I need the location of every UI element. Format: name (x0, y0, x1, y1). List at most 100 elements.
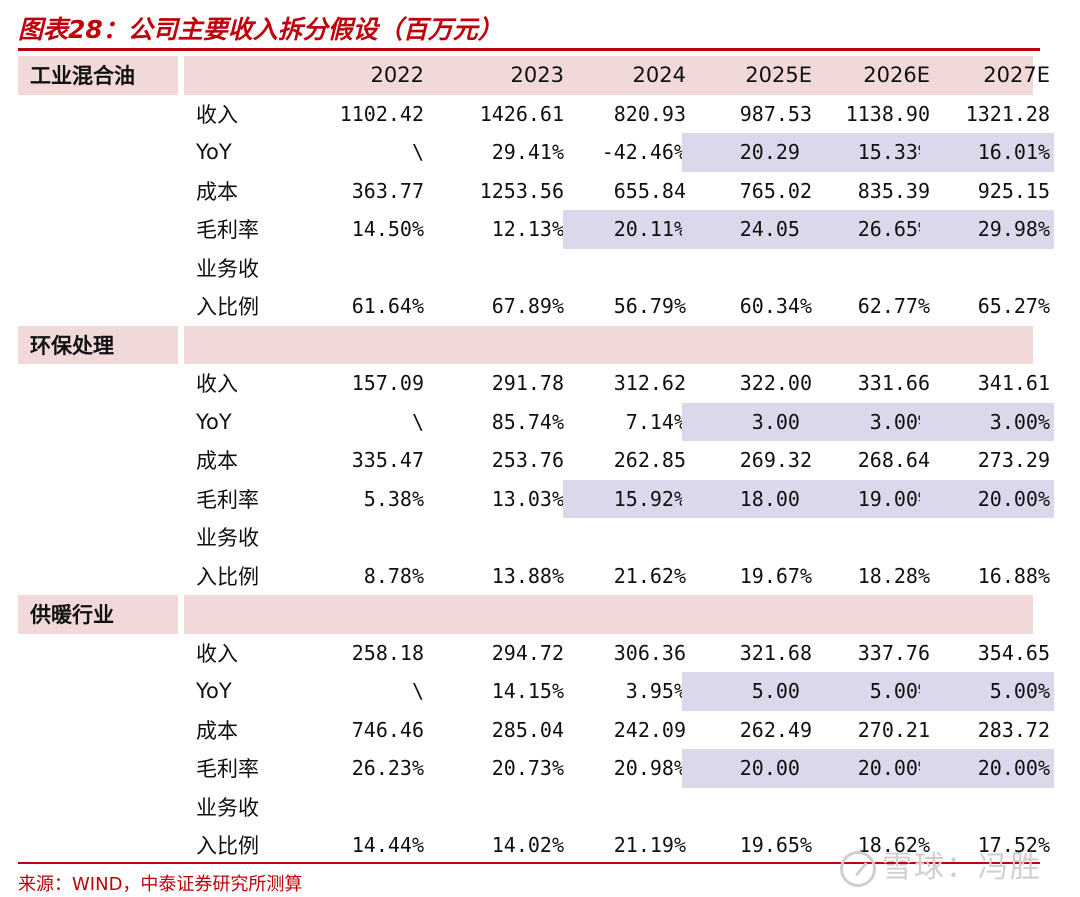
table-cell: 14.44% (351, 833, 424, 858)
table-row: 入比例 14.44% 14.02% 21.19% 19.65% 18.62% 17.52% (18, 826, 1050, 865)
table-cell (308, 518, 428, 557)
table-cell: 285.04 (491, 717, 564, 742)
year-header: 2025E (745, 63, 812, 88)
table-cell: 1138.90 (845, 101, 930, 126)
table-cell: 8.78% (363, 563, 424, 588)
table-row: 成本 363.77 1253.56 655.84 765.02 835.39 925.15 (18, 172, 1050, 211)
table-cell: 20.98% (613, 756, 686, 781)
table-cell: 363.77 (351, 178, 424, 203)
page-title: 图表28：公司主要收入拆分假设（百万元） (18, 15, 503, 44)
row-label: 业务收 (196, 526, 259, 551)
table-cell: 24.05% (682, 210, 816, 249)
table-cell: 18.00% (682, 479, 816, 518)
table-cell: 253.76 (491, 448, 564, 473)
table-cell: 335.47 (351, 448, 424, 473)
table-cell (682, 518, 816, 557)
section-name: 环保处理 (30, 333, 114, 358)
row-label: YoY (196, 409, 232, 434)
table-cell: 12.13% (491, 217, 564, 242)
row-label: 收入 (196, 641, 238, 666)
table-cell: 1102.42 (339, 101, 424, 126)
watermark-text: 雪球：冯胜 (882, 850, 1042, 885)
table-cell: 67.89% (491, 294, 564, 319)
table-cell: 19.65% (739, 833, 812, 858)
row-label: 入比例 (196, 564, 259, 589)
table-cell: 258.18 (351, 640, 424, 665)
table-cell: 20.00% (682, 749, 816, 788)
table-cell (563, 788, 690, 827)
table-cell: 835.39 (857, 178, 930, 203)
year-header: 2024 (632, 63, 686, 88)
table-cell: 337.76 (857, 640, 930, 665)
table-cell: 5.38% (363, 486, 424, 511)
row-label: 收入 (196, 372, 238, 397)
section-name: 工业混合油 (30, 64, 135, 89)
table-cell: 262.49 (739, 717, 812, 742)
revenue-breakdown-table: 工业混合油 2022 2023 2024 2025E 2026E 2027E 收入 1102.4… (18, 56, 1054, 865)
table-cell: 20.00% (920, 479, 1054, 518)
table-cell: 16.01% (920, 133, 1054, 172)
table-cell: 987.53 (739, 101, 812, 126)
table-cell: 18.28% (857, 563, 930, 588)
table-cell: 13.88% (491, 563, 564, 588)
table-cell: 29.98% (920, 210, 1054, 249)
table-cell (428, 249, 568, 288)
row-label: YoY (196, 679, 232, 704)
table-cell (308, 249, 428, 288)
table-cell: 5.00% (682, 672, 816, 711)
table-row: 入比例 8.78% 13.88% 21.62% 19.67% 18.28% 16.88% (18, 557, 1050, 596)
table-cell: \ (411, 140, 424, 165)
table-cell: 283.72 (977, 717, 1050, 742)
table-cell: 21.62% (613, 563, 686, 588)
table-cell: 15.33% (800, 133, 934, 172)
section-name: 供暖行业 (30, 603, 114, 628)
table-cell: 1321.28 (965, 101, 1050, 126)
table-row: 毛利率 26.23% 20.73% 20.98% 20.00% 20.00% 20.00% (18, 749, 1054, 788)
table-row: YoY \ 29.41% -42.46% 20.29% 15.33% 16.01% (18, 133, 1054, 172)
table-cell: \ (411, 409, 424, 434)
table-row: 业务收 (18, 518, 1040, 557)
table-cell: 321.68 (739, 640, 812, 665)
table-cell (800, 518, 934, 557)
table-cell (920, 518, 1054, 557)
table-cell: 765.02 (739, 178, 812, 203)
year-header: 2022 (370, 63, 424, 88)
table-cell: 13.03% (491, 486, 564, 511)
row-label: 毛利率 (196, 757, 259, 782)
row-label: YoY (196, 140, 232, 165)
row-label: 成本 (196, 449, 238, 474)
table-cell: 19.67% (739, 563, 812, 588)
table-cell: 1253.56 (479, 178, 564, 203)
table-cell: 14.02% (491, 833, 564, 858)
table-cell: 16.88% (977, 563, 1050, 588)
table-cell: 26.65% (800, 210, 934, 249)
source-note: 来源：WIND，中泰证券研究所测算 (18, 874, 303, 895)
table-cell: 268.64 (857, 448, 930, 473)
table-cell: 65.27% (977, 294, 1050, 319)
row-label: 业务收 (196, 795, 259, 820)
row-label: 收入 (196, 102, 238, 127)
table-cell: 14.15% (491, 679, 564, 704)
table-cell (308, 788, 428, 827)
table-cell (563, 518, 690, 557)
table-cell: 61.64% (351, 294, 424, 319)
table-cell: 746.46 (351, 717, 424, 742)
table-cell: 15.92% (563, 479, 690, 518)
table-cell (800, 249, 934, 288)
table-cell: 5.00% (920, 672, 1054, 711)
table-cell: 655.84 (613, 178, 686, 203)
table-cell: 354.65 (977, 640, 1050, 665)
table-cell: 21.19% (613, 833, 686, 858)
table-cell: 3.00% (682, 402, 816, 441)
table-row: 入比例 61.64% 67.89% 56.79% 60.34% 62.77% 65.27% (18, 287, 1050, 326)
table-cell: 20.00% (800, 749, 934, 788)
snowball-logo-icon (840, 850, 876, 887)
table-cell: 925.15 (977, 178, 1050, 203)
table-cell: -42.46% (601, 140, 686, 165)
table-cell: 270.21 (857, 717, 930, 742)
table-row: 业务收 (18, 788, 1040, 827)
table-cell: 19.00% (800, 479, 934, 518)
table-cell: \ (411, 679, 424, 704)
row-label: 成本 (196, 718, 238, 743)
table-cell: 1426.61 (479, 101, 564, 126)
